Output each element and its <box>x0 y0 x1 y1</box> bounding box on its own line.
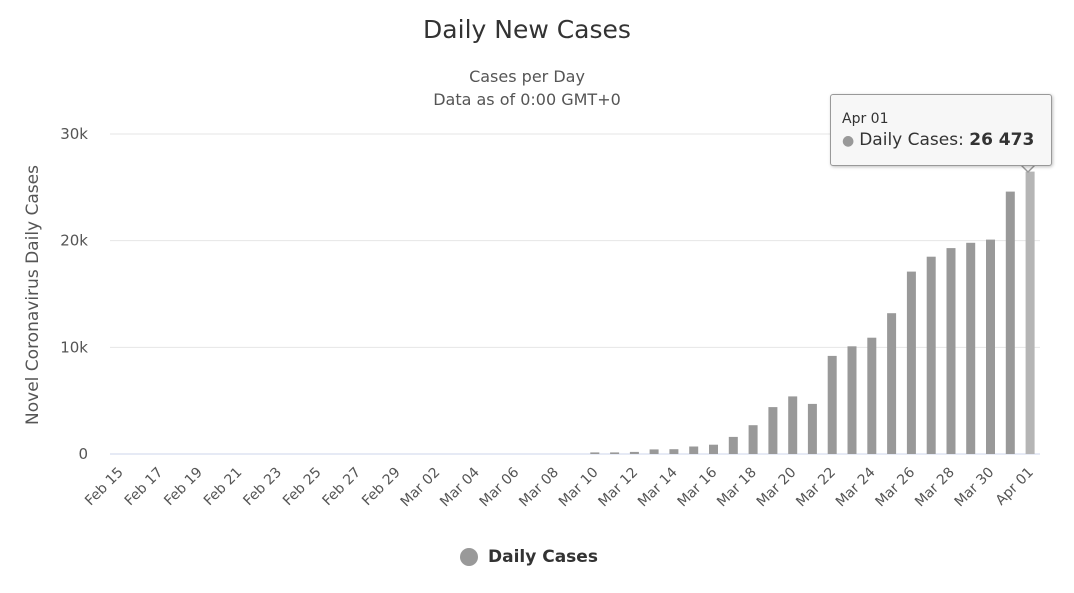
chart-title: Daily New Cases <box>423 15 631 44</box>
x-tick-label: Mar 14 <box>635 464 681 510</box>
x-tick-label: Feb 19 <box>161 465 206 510</box>
bar[interactable] <box>1005 191 1015 454</box>
chart-subtitle-date: Data as of 0:00 GMT+0 <box>433 90 621 109</box>
legend-label: Daily Cases <box>488 547 598 567</box>
x-tick-label: Mar 20 <box>754 465 800 511</box>
tooltip-dot-icon: ● <box>842 133 855 149</box>
x-tick-label: Mar 18 <box>714 465 760 511</box>
bar[interactable] <box>788 396 798 454</box>
x-tick-label: Mar 10 <box>556 465 602 511</box>
x-tick-label: Mar 16 <box>675 464 721 510</box>
x-tick-label: Mar 28 <box>912 465 958 511</box>
bar[interactable] <box>867 337 877 454</box>
bar[interactable] <box>748 425 758 454</box>
chart-subtitle: Cases per Day <box>469 67 585 86</box>
x-tick-label: Feb 27 <box>320 465 365 510</box>
bar[interactable] <box>807 403 817 454</box>
x-tick-label: Mar 26 <box>872 464 918 510</box>
tooltip-date: Apr 01 <box>842 111 889 127</box>
bar[interactable] <box>946 248 956 454</box>
tooltip-pointer-inner <box>1019 162 1037 171</box>
bar[interactable] <box>1025 171 1035 454</box>
x-tick-label: Feb 25 <box>280 465 325 510</box>
y-axis-label: Novel Coronavirus Daily Cases <box>23 165 43 425</box>
x-tick-label: Mar 02 <box>398 465 444 511</box>
bar[interactable] <box>887 313 897 454</box>
y-tick-label: 20k <box>60 232 88 250</box>
x-tick-label: Apr 01 <box>993 465 1037 509</box>
bar[interactable] <box>610 452 620 454</box>
bar[interactable] <box>709 444 718 454</box>
bar[interactable] <box>926 256 936 454</box>
x-tick-label: Mar 06 <box>477 464 523 510</box>
bar[interactable] <box>728 436 738 454</box>
x-tick-label: Mar 04 <box>437 464 483 510</box>
tooltip: Apr 01 ● Daily Cases: 26 473 <box>830 94 1052 166</box>
tooltip-series-label: Daily Cases: <box>859 130 964 150</box>
legend-marker <box>460 548 478 566</box>
x-tick-label: Mar 24 <box>833 464 879 510</box>
x-tick-label: Mar 12 <box>595 465 641 511</box>
tooltip-row: ● Daily Cases: 26 473 <box>842 130 1034 150</box>
bar[interactable] <box>966 242 976 454</box>
x-tick-label: Feb 17 <box>122 465 167 510</box>
y-tick-label: 30k <box>60 125 88 143</box>
bar[interactable] <box>768 407 778 454</box>
bar[interactable] <box>827 355 837 454</box>
bar[interactable] <box>649 449 659 454</box>
x-tick-label: Feb 21 <box>201 465 246 510</box>
bar[interactable] <box>689 446 699 455</box>
bar[interactable] <box>669 449 679 454</box>
bar[interactable] <box>906 271 916 454</box>
bar[interactable] <box>986 239 995 454</box>
bar[interactable] <box>590 452 600 454</box>
y-tick-label: 0 <box>78 445 88 463</box>
y-tick-label: 10k <box>60 338 88 356</box>
x-tick-label: Mar 30 <box>952 465 998 511</box>
legend-item-daily-cases[interactable]: Daily Cases <box>460 547 598 567</box>
bar[interactable] <box>629 451 639 454</box>
x-tick-label: Mar 22 <box>793 465 839 511</box>
x-tick-label: Feb 15 <box>82 465 127 510</box>
bar[interactable] <box>847 346 857 454</box>
x-tick-label: Feb 23 <box>240 465 285 510</box>
x-tick-label: Feb 29 <box>359 465 404 510</box>
tooltip-value: 26 473 <box>969 130 1035 150</box>
x-tick-label: Mar 08 <box>516 465 562 511</box>
